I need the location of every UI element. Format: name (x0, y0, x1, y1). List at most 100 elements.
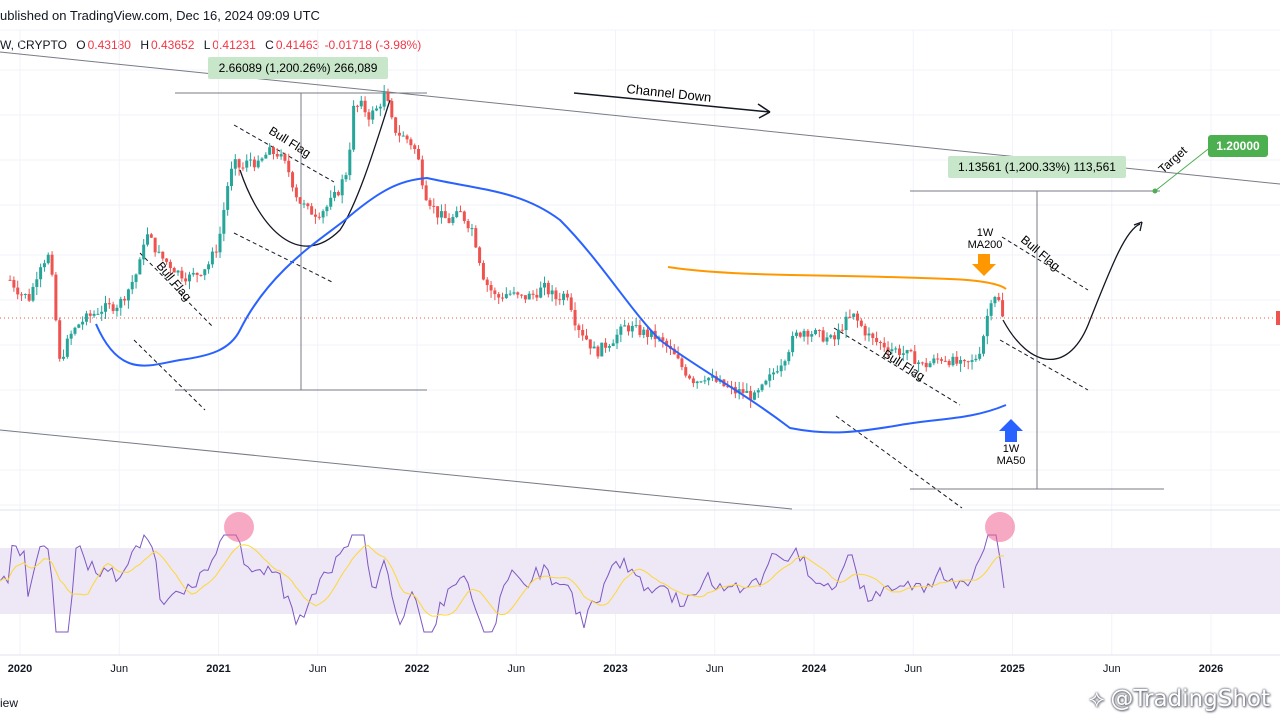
candle-body (123, 298, 127, 301)
candle-body (577, 325, 581, 330)
candle-body (100, 311, 104, 314)
view-label[interactable]: iew (0, 696, 19, 710)
trendlines (0, 51, 1280, 510)
candle-body (46, 254, 50, 264)
bull-flag-line (139, 252, 213, 327)
candle-body (20, 294, 24, 296)
candle-body (27, 294, 31, 301)
candle-body (928, 363, 932, 368)
candle-body (581, 329, 585, 336)
candle-body (245, 160, 249, 168)
candle-body (130, 281, 134, 290)
measure-box-2025: 1.13561 (1,200.33%) 113,561 (948, 156, 1126, 178)
candle-body (58, 320, 62, 359)
candle-body (787, 352, 791, 362)
candle-body (745, 390, 749, 393)
candle-body (974, 358, 978, 361)
candle-body (779, 365, 783, 372)
candle-body (756, 390, 760, 393)
candle-body (890, 349, 894, 352)
watermark-text: @TradingShot (1110, 686, 1270, 712)
candle-body (375, 108, 379, 111)
candle-body (936, 358, 940, 360)
bull-flag-line (999, 339, 1089, 391)
candle-body (180, 270, 184, 279)
candle-body (397, 132, 401, 136)
candle-body (665, 340, 669, 347)
candle-body (626, 325, 630, 332)
candle-body (615, 334, 619, 344)
candle-body (275, 154, 279, 157)
candle-body (802, 330, 806, 337)
candle-body (439, 211, 443, 218)
symbol-label[interactable]: W, CRYPTO (0, 38, 67, 52)
ma50-label-1: 1W (1003, 443, 1020, 455)
time-axis[interactable]: 2020 Jun 2021 Jun 2022 Jun 2023 Jun 2024 Jun 2025 J… (8, 663, 1223, 675)
candle-body (959, 360, 963, 364)
watermark: ⟡ @TradingShot (1089, 684, 1270, 714)
candle-body (848, 316, 852, 318)
candle-body (420, 159, 424, 186)
candle-body (542, 282, 546, 288)
candle-body (359, 100, 363, 107)
candle-body (993, 297, 997, 304)
x-tick-label: 2021 (206, 663, 230, 675)
candle-body (153, 237, 157, 253)
moving-averages (95, 176, 1023, 442)
candle-body (352, 105, 356, 150)
candle-body (600, 342, 604, 357)
candle-body (149, 234, 153, 238)
candle-body (466, 221, 470, 229)
candle-body (630, 325, 634, 332)
curve-2025 (1002, 223, 1141, 360)
candle-body (92, 313, 96, 316)
x-tick-label: 2020 (8, 663, 32, 675)
low-label: L (203, 38, 211, 52)
candle-body (604, 342, 608, 348)
bull-flag-label-2024a: Bull Flag (880, 347, 927, 384)
candle-body (54, 274, 58, 321)
candle-body (233, 159, 237, 169)
candle-body (481, 263, 485, 280)
candle-body (371, 110, 375, 120)
candle-body (672, 348, 676, 355)
candle-body (317, 216, 321, 218)
candle-body (126, 289, 130, 301)
candles (8, 85, 1005, 408)
low-value: 0.41231 (212, 38, 256, 52)
candle-body (107, 303, 111, 305)
candle-body (844, 316, 848, 331)
candle-body (260, 158, 264, 161)
candle-body (81, 321, 85, 325)
candle-body (145, 234, 149, 245)
candle-body (39, 267, 43, 280)
change-value: -0.01718 (-3.98%) (324, 38, 422, 52)
candle-body (474, 228, 478, 248)
candle-body (695, 381, 699, 384)
candle-body (161, 251, 165, 259)
candle-body (249, 159, 253, 161)
x-tick-label: Jun (507, 663, 525, 675)
candle-body (752, 392, 756, 400)
down-arrow-icon (972, 254, 996, 276)
candle-body (501, 297, 505, 299)
candle-body (142, 244, 146, 260)
candle-body (84, 313, 88, 322)
candle-body (554, 290, 558, 300)
candle-body (871, 333, 875, 338)
candle-body (298, 197, 302, 204)
candle-body (898, 348, 902, 355)
candle-body (691, 378, 695, 384)
x-tick-label: Jun (904, 663, 922, 675)
ohlc-legend: W, CRYPTO O 0.43180 H 0.43652 L 0.41231 C 0.… (0, 36, 421, 54)
candle-body (485, 279, 489, 286)
candle-body (962, 360, 966, 362)
candle-body (35, 279, 39, 287)
curve-2025-head (1133, 221, 1143, 232)
candle-body (504, 294, 508, 299)
candle-body (455, 211, 459, 218)
candle-body (684, 367, 688, 376)
candle-body (920, 362, 924, 364)
candle-body (432, 205, 436, 207)
